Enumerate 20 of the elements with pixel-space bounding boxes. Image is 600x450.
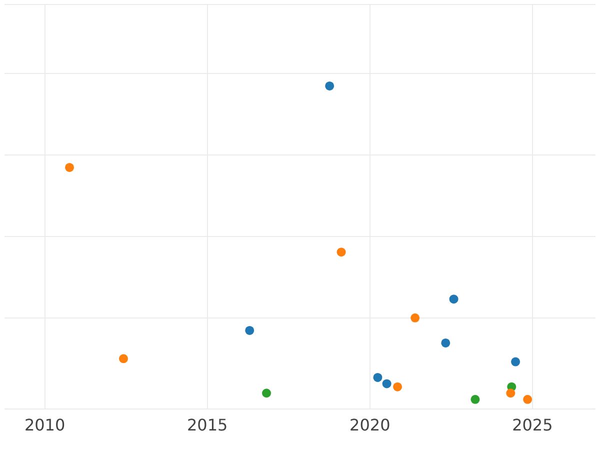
point	[511, 357, 520, 366]
point	[245, 326, 254, 335]
point	[441, 338, 450, 348]
point	[373, 372, 382, 382]
point	[523, 394, 532, 404]
point	[65, 162, 74, 172]
point	[470, 394, 480, 404]
point	[325, 81, 334, 90]
point	[262, 388, 272, 398]
point	[118, 354, 128, 364]
x-tick-label: 2015	[186, 416, 228, 435]
point	[506, 388, 516, 398]
point	[410, 313, 420, 322]
point	[449, 294, 458, 304]
x-tick-label: 2025	[512, 416, 553, 435]
x-tick-label: 2010	[24, 416, 66, 435]
point	[336, 248, 346, 257]
point	[393, 382, 402, 392]
x-tick-label: 2020	[350, 416, 390, 435]
point	[382, 379, 392, 388]
